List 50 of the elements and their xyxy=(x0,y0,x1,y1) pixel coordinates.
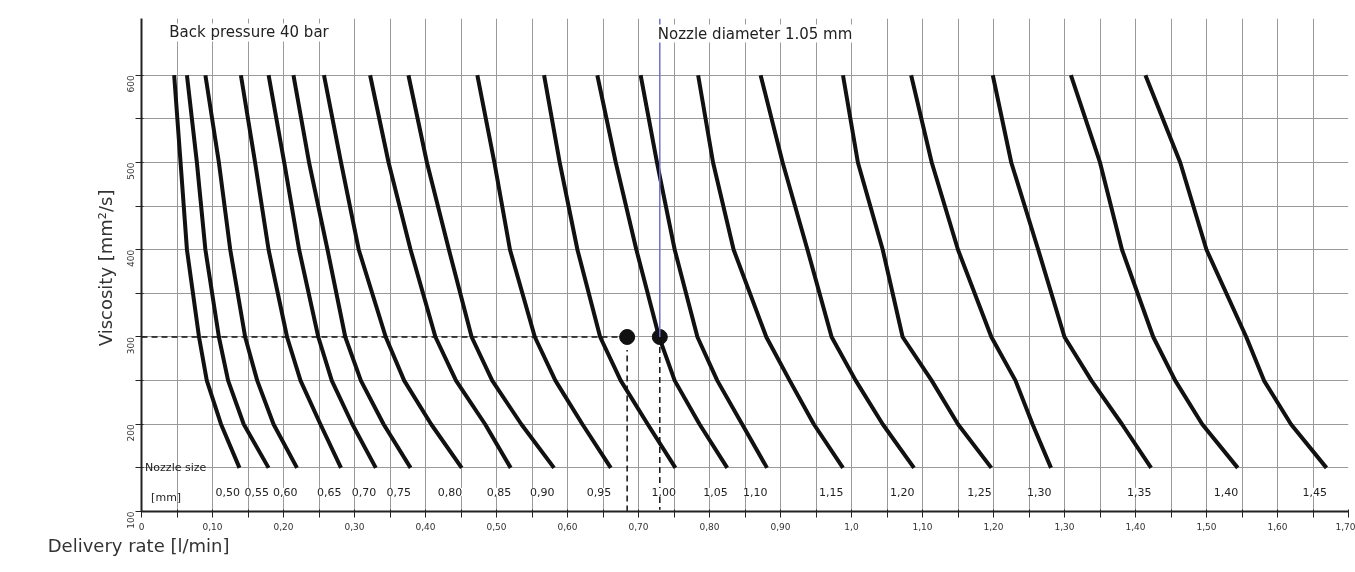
y-tick-label: 400 xyxy=(126,249,136,267)
x-tick-label: 0,40 xyxy=(415,521,436,532)
annotation: 1,10 xyxy=(743,485,768,499)
annotation: 1,00 xyxy=(651,485,676,499)
x-tick-label: 1,50 xyxy=(1196,521,1217,532)
annotation: 1,30 xyxy=(1027,485,1052,499)
x-tick-label: 0,70 xyxy=(628,521,649,532)
annotation: Nozzle diameter 1.05 mm xyxy=(657,24,853,43)
x-tick-label: 0,20 xyxy=(273,521,294,532)
annotation: 0,65 xyxy=(317,485,342,499)
x-tick-label: 1,40 xyxy=(1125,521,1146,532)
annotation: 0,50 xyxy=(215,485,240,499)
x-tick-label: 0,60 xyxy=(557,521,578,532)
x-tick-label: 1,20 xyxy=(983,521,1004,532)
annotation: 0,70 xyxy=(351,485,377,499)
x-tick-label: 0,30 xyxy=(344,521,365,532)
y-tick-label: 600 xyxy=(126,74,136,93)
annotation: 0,95 xyxy=(586,485,612,499)
annotation: 1,15 xyxy=(818,485,844,499)
x-tick-label: 0,50 xyxy=(486,521,507,532)
annotation: [mm] xyxy=(151,491,182,504)
annotation: 1,45 xyxy=(1302,485,1327,499)
annotation: 1,20 xyxy=(889,485,915,499)
annotation: 1,05 xyxy=(703,485,728,499)
annotation: 0,60 xyxy=(272,485,298,499)
x-tick-label: 0,10 xyxy=(202,521,223,532)
x-axis-title: Delivery rate [l/min] xyxy=(47,534,230,556)
x-tick-label: 0,90 xyxy=(770,521,791,532)
annotation: 0,85 xyxy=(486,485,512,499)
annotation: 1,35 xyxy=(1127,485,1152,499)
y-axis-title: Viscosity [mm²/s] xyxy=(94,189,116,347)
x-tick-label: 1,70 xyxy=(1335,521,1355,532)
annotation: 0,75 xyxy=(386,485,412,499)
x-tick-label: 0,80 xyxy=(699,521,720,532)
x-tick-label: 1,30 xyxy=(1054,521,1075,532)
x-tick-label: 1,60 xyxy=(1267,521,1288,532)
annotation: 0,90 xyxy=(530,485,555,499)
annotation: Nozzle size xyxy=(145,461,207,474)
y-tick-label: 100 xyxy=(126,511,136,529)
x-tick-label: 1,0 xyxy=(844,521,859,532)
y-tick-label: 200 xyxy=(126,423,136,442)
x-tick-label: 1,10 xyxy=(912,521,933,532)
chart-title: Back pressure 40 bar xyxy=(169,23,330,42)
y-tick-label: 300 xyxy=(126,336,136,355)
annotation: 1,40 xyxy=(1213,485,1239,499)
x-tick-label: 0 xyxy=(138,521,145,532)
y-tick-label: 500 xyxy=(126,162,136,180)
annotation: 0,55 xyxy=(244,485,270,499)
annotation: 1,25 xyxy=(967,485,992,499)
annotation: 0,80 xyxy=(437,485,463,499)
